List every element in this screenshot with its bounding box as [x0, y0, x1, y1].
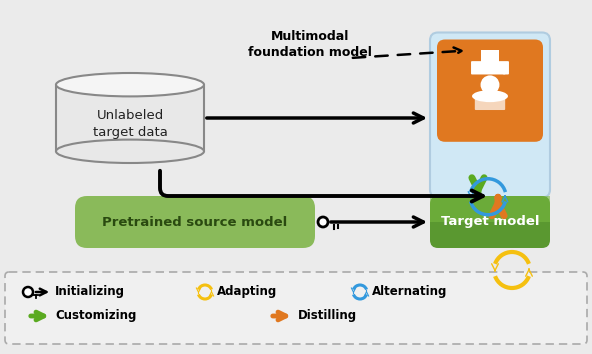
Circle shape	[481, 75, 500, 94]
Text: Pretrained source model: Pretrained source model	[102, 216, 288, 228]
FancyBboxPatch shape	[475, 98, 505, 110]
FancyBboxPatch shape	[437, 40, 543, 142]
Circle shape	[318, 217, 328, 227]
Bar	[56, 85, 204, 151]
FancyBboxPatch shape	[430, 196, 550, 222]
Ellipse shape	[472, 90, 508, 102]
FancyBboxPatch shape	[430, 33, 550, 198]
Circle shape	[23, 287, 33, 297]
Text: Unlabeled
target data: Unlabeled target data	[92, 109, 168, 139]
Text: Adapting: Adapting	[217, 285, 277, 298]
FancyBboxPatch shape	[430, 196, 550, 248]
Text: Multimodal
foundation model: Multimodal foundation model	[248, 30, 372, 59]
Text: Alternating: Alternating	[372, 285, 448, 298]
Circle shape	[501, 69, 507, 74]
FancyBboxPatch shape	[471, 61, 509, 74]
Text: Initializing: Initializing	[55, 285, 125, 298]
FancyBboxPatch shape	[481, 50, 500, 62]
FancyBboxPatch shape	[75, 196, 315, 248]
FancyBboxPatch shape	[5, 272, 587, 344]
Text: Distilling: Distilling	[298, 309, 357, 322]
Ellipse shape	[56, 139, 204, 163]
Text: Target model: Target model	[441, 216, 539, 228]
Text: Customizing: Customizing	[55, 309, 136, 322]
Ellipse shape	[56, 73, 204, 96]
